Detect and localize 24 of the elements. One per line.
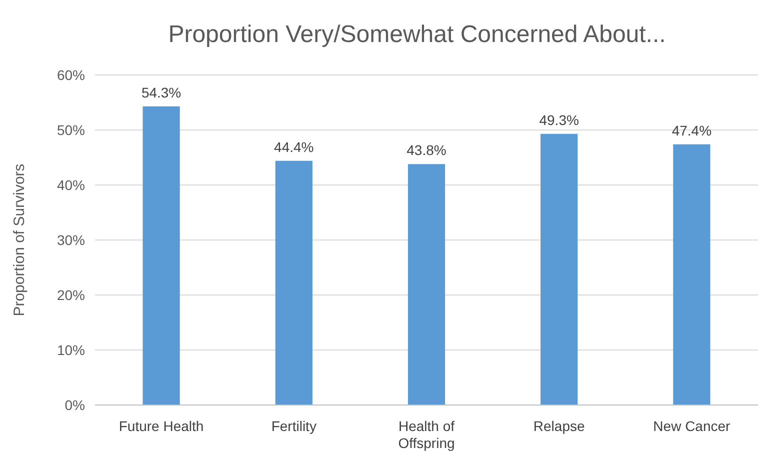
- x-tick-label: Health of Offspring: [398, 418, 455, 451]
- x-tick-label: Future Health: [118, 418, 204, 434]
- data-label: 44.4%: [274, 138, 314, 155]
- y-tick-label: 20%: [56, 286, 85, 303]
- y-tick-label: 60%: [56, 66, 85, 83]
- x-tick-label: Relapse: [533, 418, 585, 434]
- y-tick-label: 10%: [56, 342, 85, 358]
- chart-title: Proportion Very/Somewhat Concerned About...: [168, 21, 666, 48]
- bar: [540, 134, 578, 405]
- y-tick-label: 40%: [56, 176, 85, 193]
- y-tick-label: 0%: [64, 396, 85, 413]
- y-tick-label: 50%: [56, 122, 85, 138]
- bar: [673, 144, 710, 405]
- y-tick-label: 30%: [56, 232, 85, 248]
- bar: [408, 164, 446, 405]
- x-tick-label: Fertility: [271, 418, 316, 434]
- bar: [142, 106, 180, 405]
- y-axis-title: Proportion of Survivors: [11, 164, 28, 316]
- x-tick-label: New Cancer: [653, 418, 731, 434]
- bar: [275, 160, 312, 405]
- data-label: 54.3%: [141, 84, 182, 100]
- data-label: 49.3%: [539, 112, 579, 128]
- data-label: 47.4%: [672, 122, 712, 138]
- data-label: 43.8%: [406, 142, 446, 158]
